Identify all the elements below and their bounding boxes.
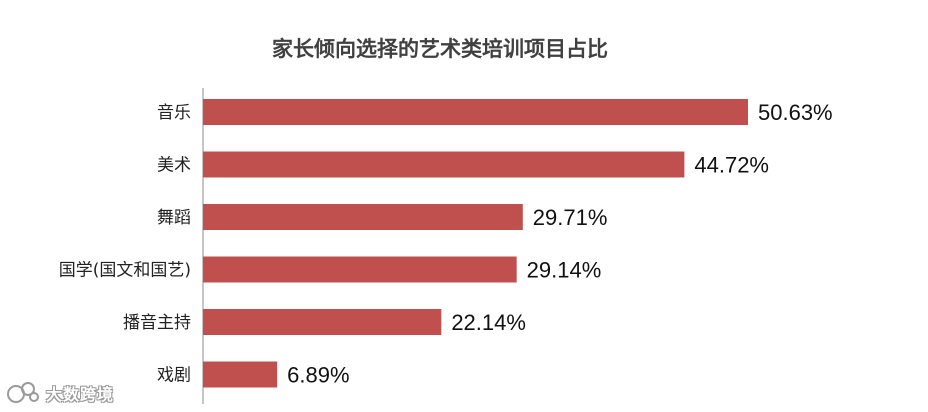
value-label: 44.72% — [694, 153, 769, 178]
value-label: 50.63% — [758, 100, 833, 125]
category-label: 美术 — [157, 156, 191, 176]
category-label: 播音主持 — [123, 313, 191, 333]
bar-series — [203, 99, 748, 388]
bar-5 — [203, 361, 278, 388]
value-label: 29.14% — [527, 258, 602, 283]
bar-3 — [203, 256, 517, 283]
watermark: 大数跨境 — [6, 378, 114, 408]
category-label: 戏剧 — [157, 366, 191, 386]
value-labels: 50.63% 44.72% 29.71% 29.14% 22.14% 6.89% — [287, 100, 832, 388]
watermark-logo-icon — [7, 382, 39, 403]
bar-0 — [203, 99, 748, 125]
category-label: 国学(国文和国艺) — [59, 261, 191, 281]
value-label: 6.89% — [287, 363, 349, 388]
bar-4 — [203, 309, 442, 335]
category-label: 音乐 — [157, 103, 191, 123]
value-label: 29.71% — [533, 205, 608, 230]
watermark-text: 大数跨境 — [46, 385, 115, 404]
bar-2 — [203, 204, 523, 230]
value-label: 22.14% — [451, 310, 526, 335]
chart-title: 家长倾向选择的艺术类培训项目占比 — [272, 37, 608, 61]
bar-1 — [203, 151, 685, 178]
category-label: 舞蹈 — [157, 208, 191, 228]
